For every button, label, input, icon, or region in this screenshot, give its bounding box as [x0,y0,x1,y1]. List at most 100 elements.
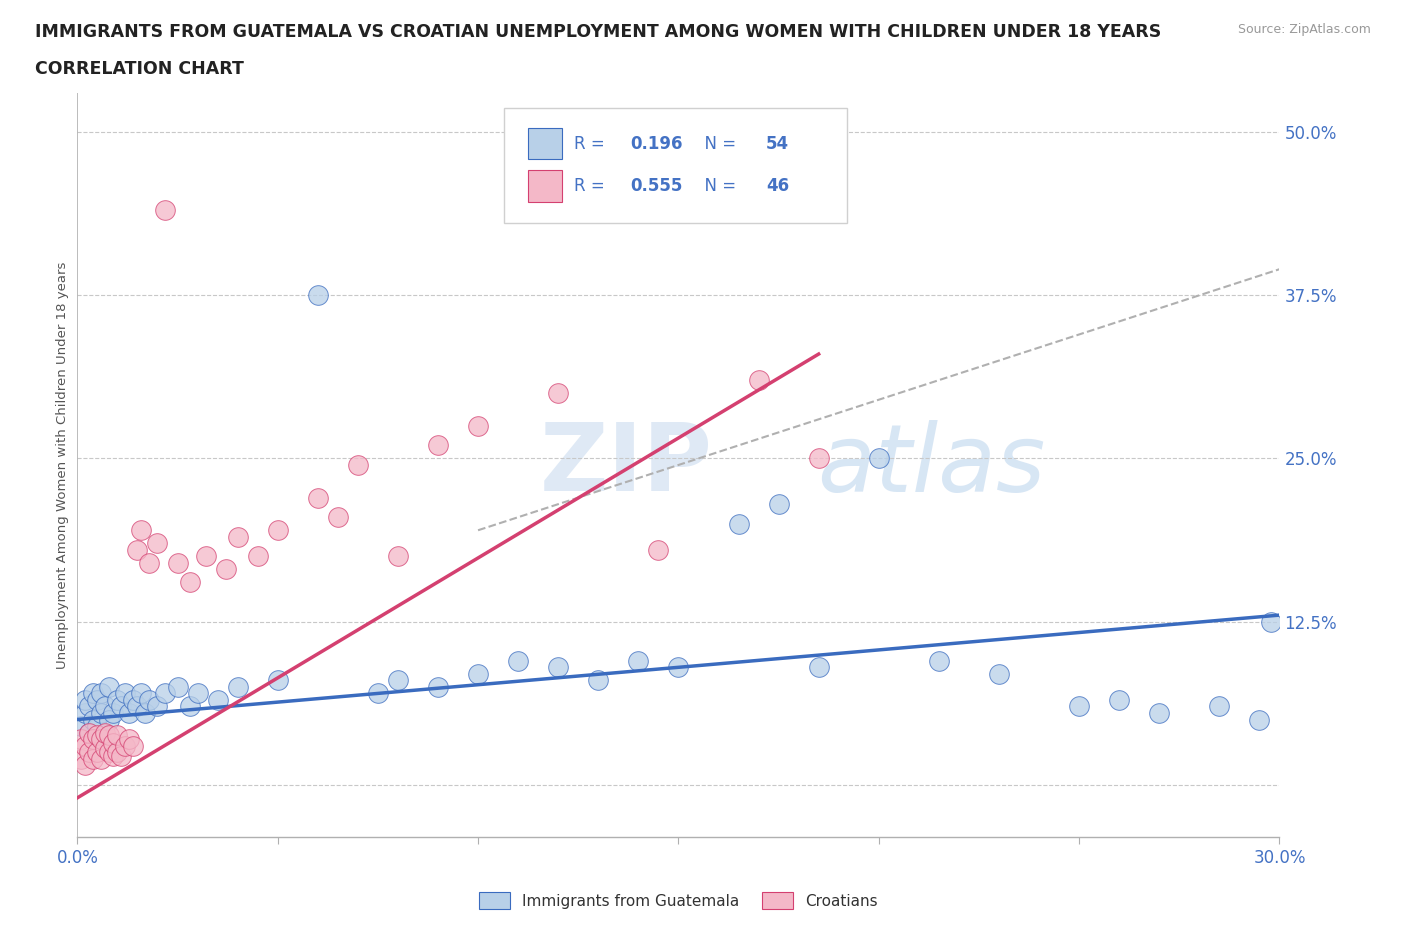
Point [70,732,93,747]
Point [179,575,201,590]
Point [226,680,249,695]
Point [155,686,177,701]
Point [1069,699,1091,714]
Point [214,562,236,577]
Point [246,549,269,564]
Point [131,523,153,538]
Point [868,451,890,466]
Point [82,732,104,747]
Point [387,549,409,564]
Point [90,706,112,721]
Point [146,699,169,714]
Point [668,660,690,675]
Point [727,516,749,531]
Point [75,693,97,708]
Point [988,667,1011,682]
Point [928,654,950,669]
Point [307,490,329,505]
Point [768,497,790,512]
Point [131,686,153,701]
Point [186,686,209,701]
Point [122,693,145,708]
Point [79,745,101,760]
Y-axis label: Unemployment Among Women with Children Under 18 years: Unemployment Among Women with Children U… [56,261,69,669]
Point [588,673,610,688]
Point [86,745,108,760]
Point [75,758,97,773]
Point [70,719,93,734]
Point [194,549,217,564]
Point [114,686,136,701]
Point [508,654,530,669]
Point [134,706,156,721]
Point [86,719,108,734]
Point [75,706,97,721]
Text: 0.196: 0.196 [630,135,683,153]
Text: N =: N = [695,177,741,195]
Point [98,680,121,695]
Point [118,706,141,721]
Text: N =: N = [695,135,741,153]
Point [94,741,117,756]
Point [107,728,129,743]
Point [367,686,389,701]
Text: 54: 54 [766,135,789,153]
FancyBboxPatch shape [505,108,846,223]
Point [110,749,132,764]
Point [79,725,101,740]
Point [807,660,830,675]
Point [1249,712,1271,727]
Point [467,667,489,682]
Point [347,458,370,472]
Point [166,555,188,570]
Point [547,660,569,675]
Text: 46: 46 [766,177,789,195]
Point [807,451,830,466]
Point [107,745,129,760]
Point [122,738,145,753]
Point [90,686,112,701]
Point [110,699,132,714]
Point [90,732,112,747]
Text: atlas: atlas [817,419,1045,511]
Point [98,728,121,743]
Text: IMMIGRANTS FROM GUATEMALA VS CROATIAN UNEMPLOYMENT AMONG WOMEN WITH CHILDREN UND: IMMIGRANTS FROM GUATEMALA VS CROATIAN UN… [35,23,1161,41]
FancyBboxPatch shape [529,170,562,202]
Point [86,728,108,743]
Point [547,386,569,401]
Point [166,680,188,695]
Point [138,555,160,570]
Point [427,438,450,453]
Point [1108,693,1130,708]
Point [114,738,136,753]
Point [86,693,108,708]
Legend: Immigrants from Guatemala, Croatians: Immigrants from Guatemala, Croatians [472,886,884,915]
Text: ZIP: ZIP [540,419,713,511]
Point [103,706,125,721]
Point [627,654,650,669]
Point [82,686,104,701]
Text: R =: R = [574,135,610,153]
Point [467,418,489,433]
Point [94,699,117,714]
Point [226,529,249,544]
Point [127,542,149,557]
Text: 0.555: 0.555 [630,177,683,195]
Point [118,732,141,747]
Point [103,749,125,764]
Point [107,693,129,708]
Point [307,288,329,303]
FancyBboxPatch shape [529,128,562,159]
Point [387,673,409,688]
Point [90,751,112,766]
Point [79,699,101,714]
Point [75,738,97,753]
Text: CORRELATION CHART: CORRELATION CHART [35,60,245,78]
Point [267,523,290,538]
Point [70,751,93,766]
Point [748,373,770,388]
Point [98,745,121,760]
Point [98,712,121,727]
Point [647,542,669,557]
Point [1260,614,1282,629]
